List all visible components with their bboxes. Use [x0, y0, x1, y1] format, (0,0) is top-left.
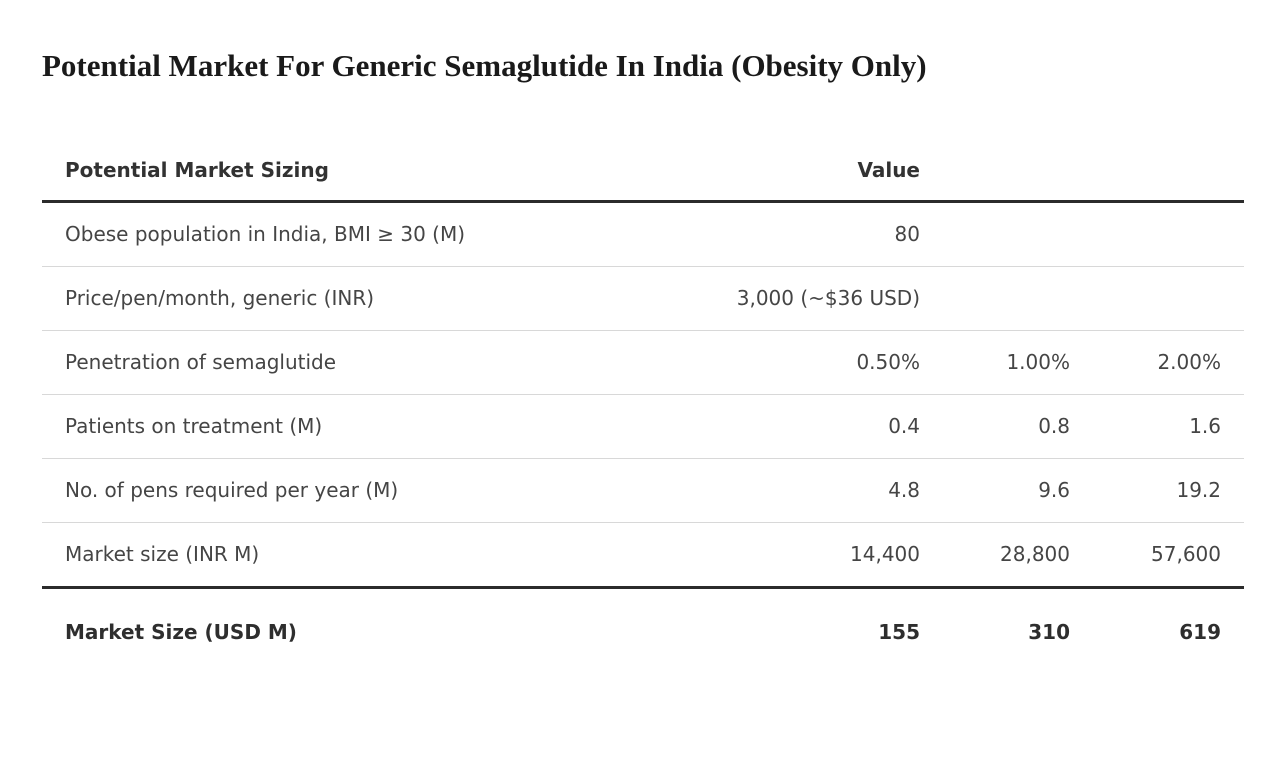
value-cell: 0.8	[944, 394, 1094, 459]
table-header: Potential Market Sizing Value	[42, 140, 1244, 203]
value-cell: 28,800	[944, 522, 1094, 589]
value-cell	[944, 266, 1094, 331]
value-cell: 19.2	[1094, 458, 1244, 523]
table-row: Penetration of semaglutide 0.50% 1.00% 2…	[42, 330, 1244, 395]
value-cell	[944, 201, 1094, 267]
row-label: Price/pen/month, generic (INR)	[42, 266, 642, 331]
value-cell	[1094, 201, 1244, 267]
row-label: Penetration of semaglutide	[42, 330, 642, 395]
row-label: Patients on treatment (M)	[42, 394, 642, 459]
table-row: Obese population in India, BMI ≥ 30 (M) …	[42, 201, 1244, 267]
market-sizing-table: Potential Market Sizing Value Obese popu…	[42, 140, 1244, 663]
table-row: Price/pen/month, generic (INR) 3,000 (~$…	[42, 266, 1244, 331]
value-cell: 0.4	[642, 394, 944, 459]
row-label: Market size (INR M)	[42, 522, 642, 589]
value-cell: 1.6	[1094, 394, 1244, 459]
column-header-scenario-2	[944, 140, 1094, 203]
row-label: Obese population in India, BMI ≥ 30 (M)	[42, 201, 642, 267]
column-header-scenario-3	[1094, 140, 1244, 203]
value-cell: 619	[1179, 620, 1221, 644]
value-cell: 1.00%	[944, 330, 1094, 395]
table-row: No. of pens required per year (M) 4.8 9.…	[42, 458, 1244, 523]
table-row-total: Market Size (USD M) 155 310 619	[42, 588, 1244, 664]
table-row: Patients on treatment (M) 0.4 0.8 1.6	[42, 394, 1244, 459]
value-cell: 14,400	[642, 522, 944, 589]
row-label: No. of pens required per year (M)	[42, 458, 642, 523]
value-cell: 3,000 (~$36 USD)	[642, 266, 944, 331]
column-header-value: Value	[642, 140, 944, 203]
value-cell: 155	[878, 620, 920, 644]
table-row: Market size (INR M) 14,400 28,800 57,600	[42, 522, 1244, 589]
table-body: Obese population in India, BMI ≥ 30 (M) …	[42, 201, 1244, 664]
header-row: Potential Market Sizing Value	[42, 140, 1244, 203]
value-cell: 57,600	[1094, 522, 1244, 589]
column-header-label: Potential Market Sizing	[42, 140, 642, 203]
page-title: Potential Market For Generic Semaglutide…	[42, 48, 927, 83]
value-cell: 80	[642, 201, 944, 267]
value-cell: 4.8	[642, 458, 944, 523]
value-cell	[1094, 266, 1244, 331]
value-cell: 9.6	[944, 458, 1094, 523]
value-cell: 310	[1028, 620, 1070, 644]
value-cell: 2.00%	[1094, 330, 1244, 395]
value-cell: 0.50%	[642, 330, 944, 395]
row-label: Market Size (USD M)	[65, 620, 297, 644]
